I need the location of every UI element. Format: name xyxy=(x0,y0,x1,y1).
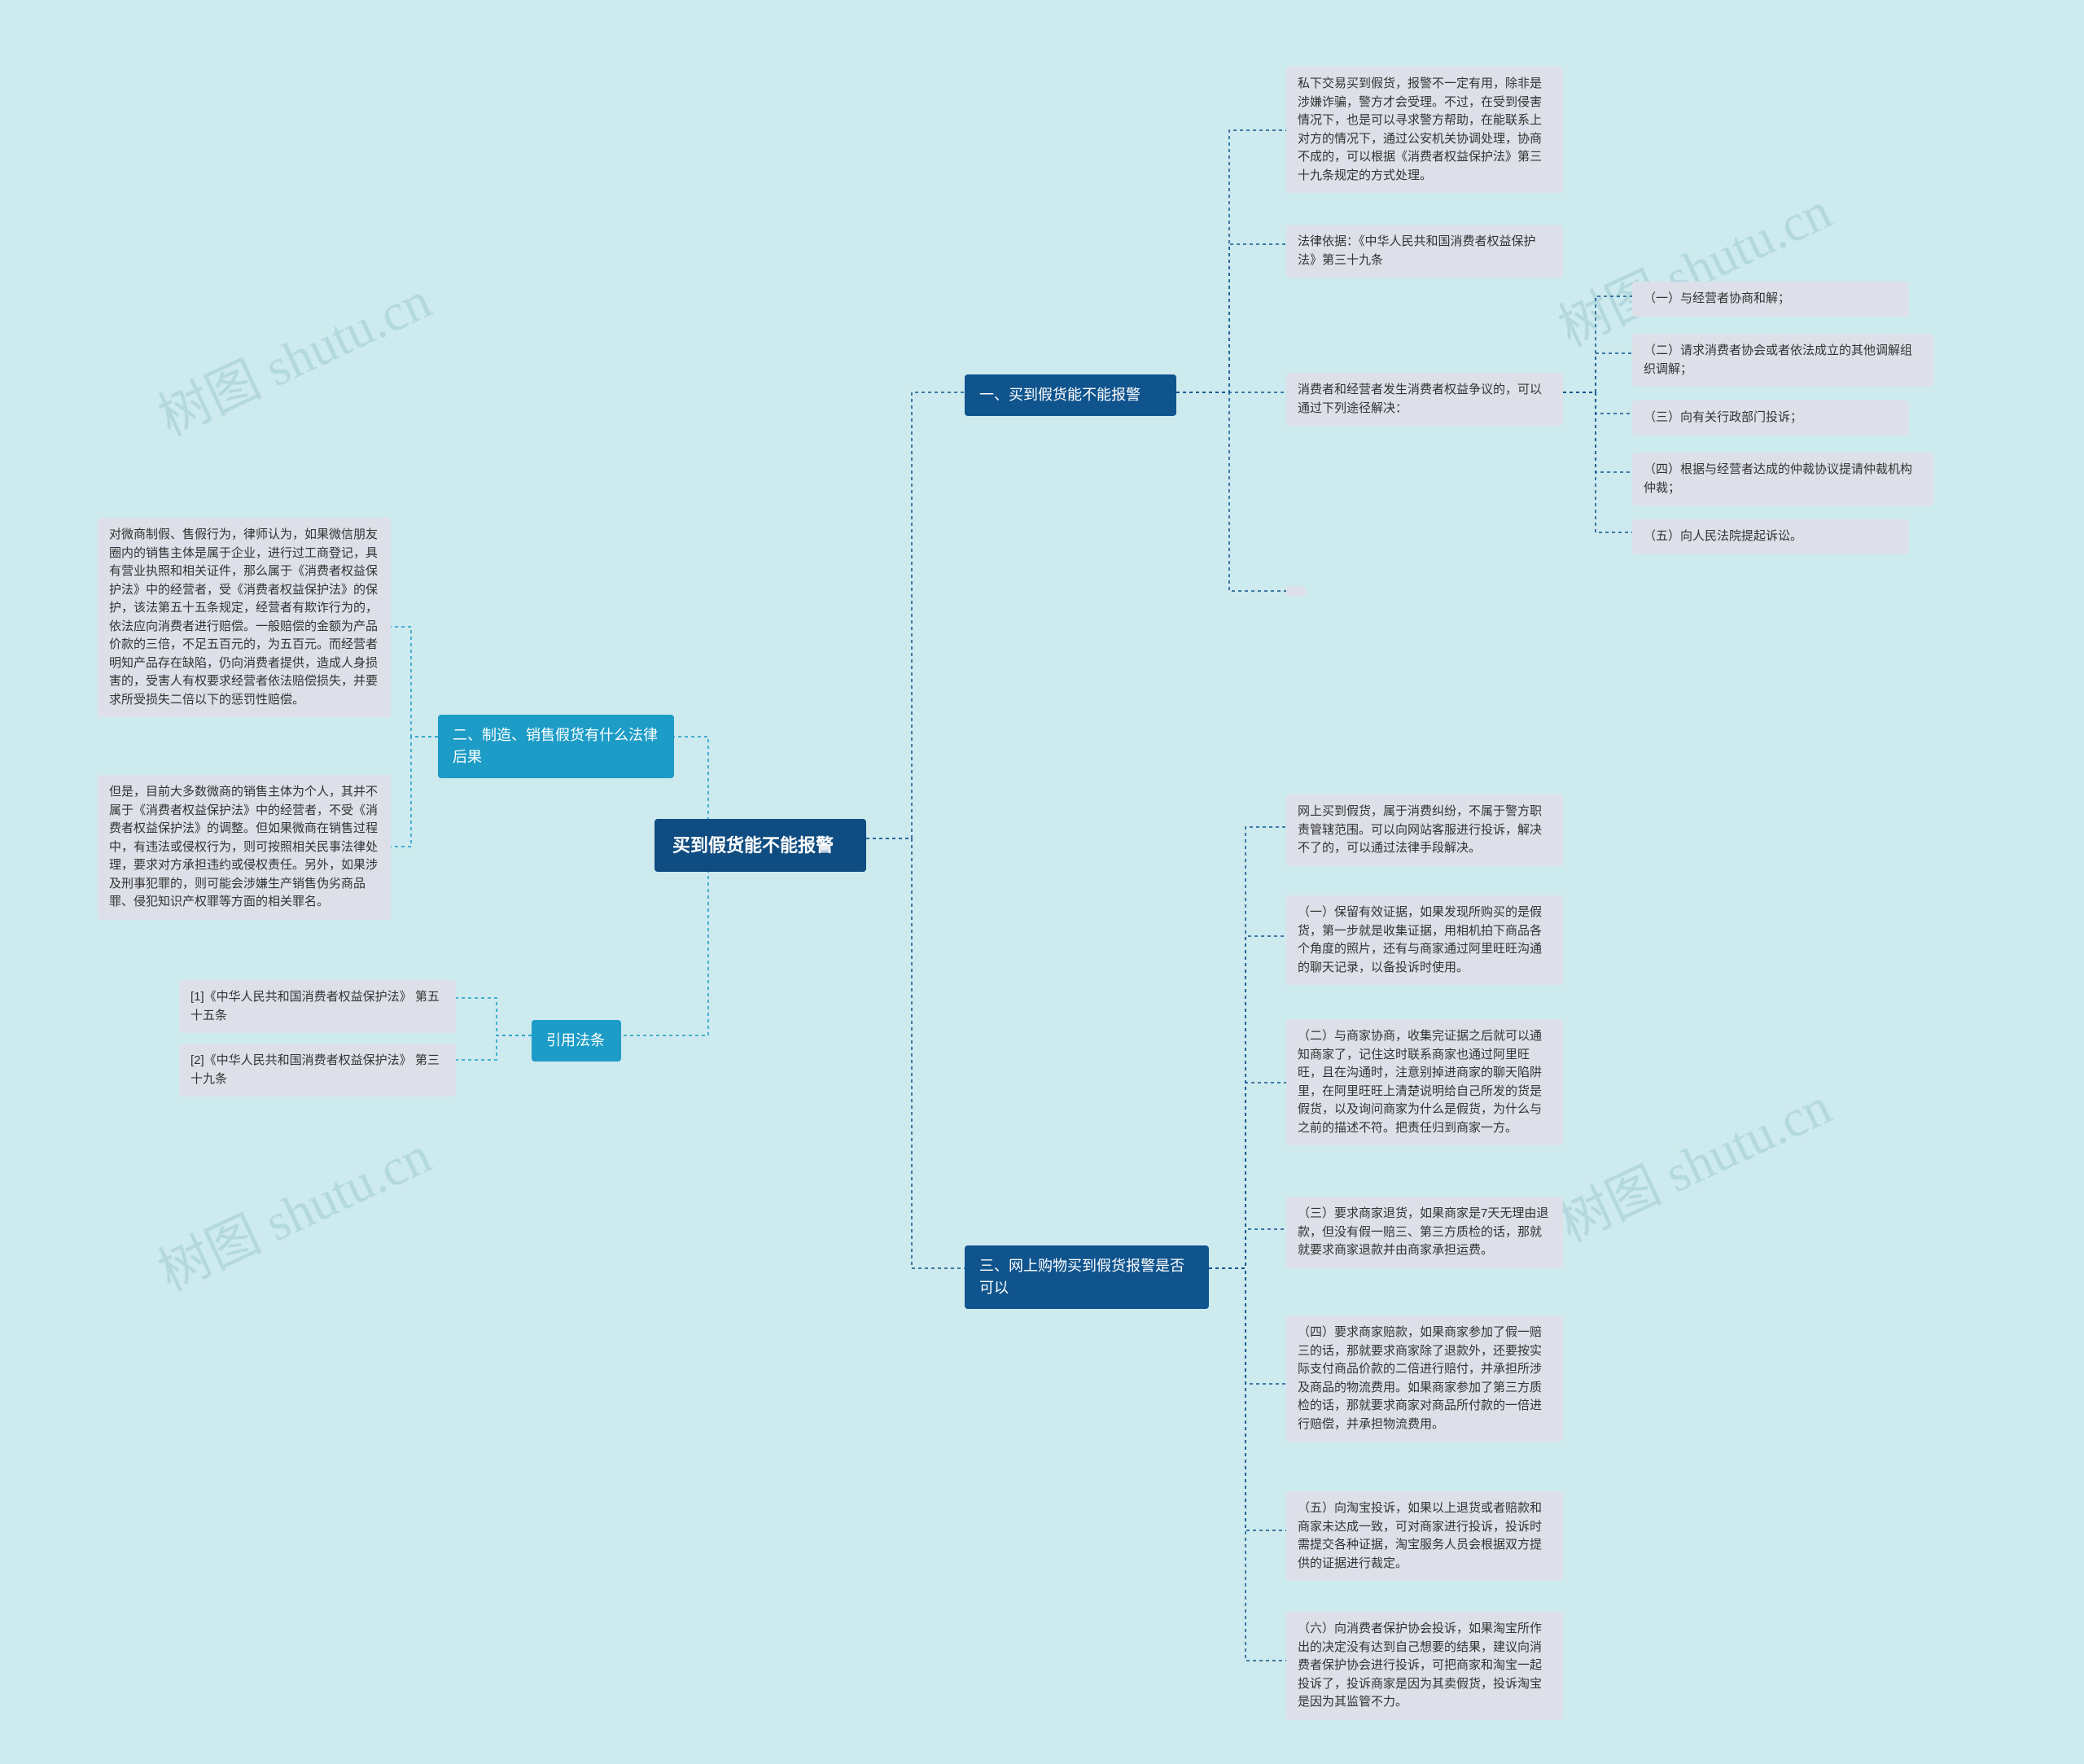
b3-leaf-5[interactable]: （四）要求商家赔款，如果商家参加了假一赔三的话，那就要求商家除了退款外，还要按实… xyxy=(1286,1315,1563,1442)
b1-leaf-3-4[interactable]: （四）根据与经营者达成的仲裁协议提请仲裁机构仲裁； xyxy=(1632,453,1933,506)
b3-leaf-1[interactable]: 网上买到假货，属于消费纠纷，不属于警方职责管辖范围。可以向网站客服进行投诉，解决… xyxy=(1286,794,1563,866)
ref-leaf-1[interactable]: [1]《中华人民共和国消费者权益保护法》 第五十五条 xyxy=(179,980,456,1033)
branch-1[interactable]: 一、买到假货能不能报警 xyxy=(965,374,1176,416)
root-label: 买到假货能不能报警 xyxy=(672,835,834,856)
branch-1-label: 一、买到假货能不能报警 xyxy=(979,387,1141,403)
b3-leaf-2[interactable]: （一）保留有效证据，如果发现所购买的是假货，第一步就是收集证据，用相机拍下商品各… xyxy=(1286,895,1563,985)
b3-leaf-7[interactable]: （六）向消费者保护协会投诉，如果淘宝所作出的决定没有达到自己想要的结果，建议向消… xyxy=(1286,1612,1563,1720)
branch-3-label: 三、网上购物买到假货报警是否可以 xyxy=(979,1258,1184,1296)
b1-leaf-1[interactable]: 私下交易买到假货，报警不一定有用，除非是涉嫌诈骗，警方才会受理。不过，在受到侵害… xyxy=(1286,67,1563,193)
b2-leaf-1[interactable]: 对微商制假、售假行为，律师认为，如果微信朋友圈内的销售主体是属于企业，进行过工商… xyxy=(98,518,391,717)
b2-leaf-2[interactable]: 但是，目前大多数微商的销售主体为个人，其并不属于《消费者权益保护法》中的经营者，… xyxy=(98,775,391,920)
b1-leaf-3-2[interactable]: （二）请求消费者协会或者依法成立的其他调解组织调解； xyxy=(1632,334,1933,387)
watermark: 树图 shutu.cn xyxy=(1544,169,1841,361)
b3-leaf-4[interactable]: （三）要求商家退货，如果商家是7天无理由退款，但没有假一赔三、第三方质检的话，那… xyxy=(1286,1197,1563,1268)
branch-ref-label: 引用法条 xyxy=(546,1032,605,1048)
b1-leaf-3-3[interactable]: （三）向有关行政部门投诉； xyxy=(1632,401,1909,436)
branch-2-label: 二、制造、销售假货有什么法律后果 xyxy=(453,727,658,765)
b3-leaf-3[interactable]: （二）与商家协商，收集完证据之后就可以通知商家了，记住这时联系商家也通过阿里旺旺… xyxy=(1286,1019,1563,1145)
branch-ref[interactable]: 引用法条 xyxy=(532,1020,621,1061)
branch-3[interactable]: 三、网上购物买到假货报警是否可以 xyxy=(965,1245,1209,1309)
b1-leaf-3[interactable]: 消费者和经营者发生消费者权益争议的，可以通过下列途径解决： xyxy=(1286,373,1563,426)
b1-leaf-3-1[interactable]: （一）与经营者协商和解； xyxy=(1632,282,1909,317)
watermark: 树图 shutu.cn xyxy=(144,1114,440,1305)
b1-leaf-3-5[interactable]: （五）向人民法院提起诉讼。 xyxy=(1632,519,1909,554)
b3-leaf-6[interactable]: （五）向淘宝投诉，如果以上退货或者赔款和商家未达成一致，可对商家进行投诉，投诉时… xyxy=(1286,1491,1563,1581)
branch-2[interactable]: 二、制造、销售假货有什么法律后果 xyxy=(438,715,674,778)
b1-leaf-2[interactable]: 法律依据：《中华人民共和国消费者权益保护法》第三十九条 xyxy=(1286,225,1563,278)
ref-leaf-2[interactable]: [2]《中华人民共和国消费者权益保护法》 第三十九条 xyxy=(179,1044,456,1096)
watermark: 树图 shutu.cn xyxy=(1544,1065,1841,1256)
root-node[interactable]: 买到假货能不能报警 xyxy=(655,819,866,872)
b1-leaf-empty[interactable] xyxy=(1286,586,1306,596)
watermark: 树图 shutu.cn xyxy=(144,259,440,450)
